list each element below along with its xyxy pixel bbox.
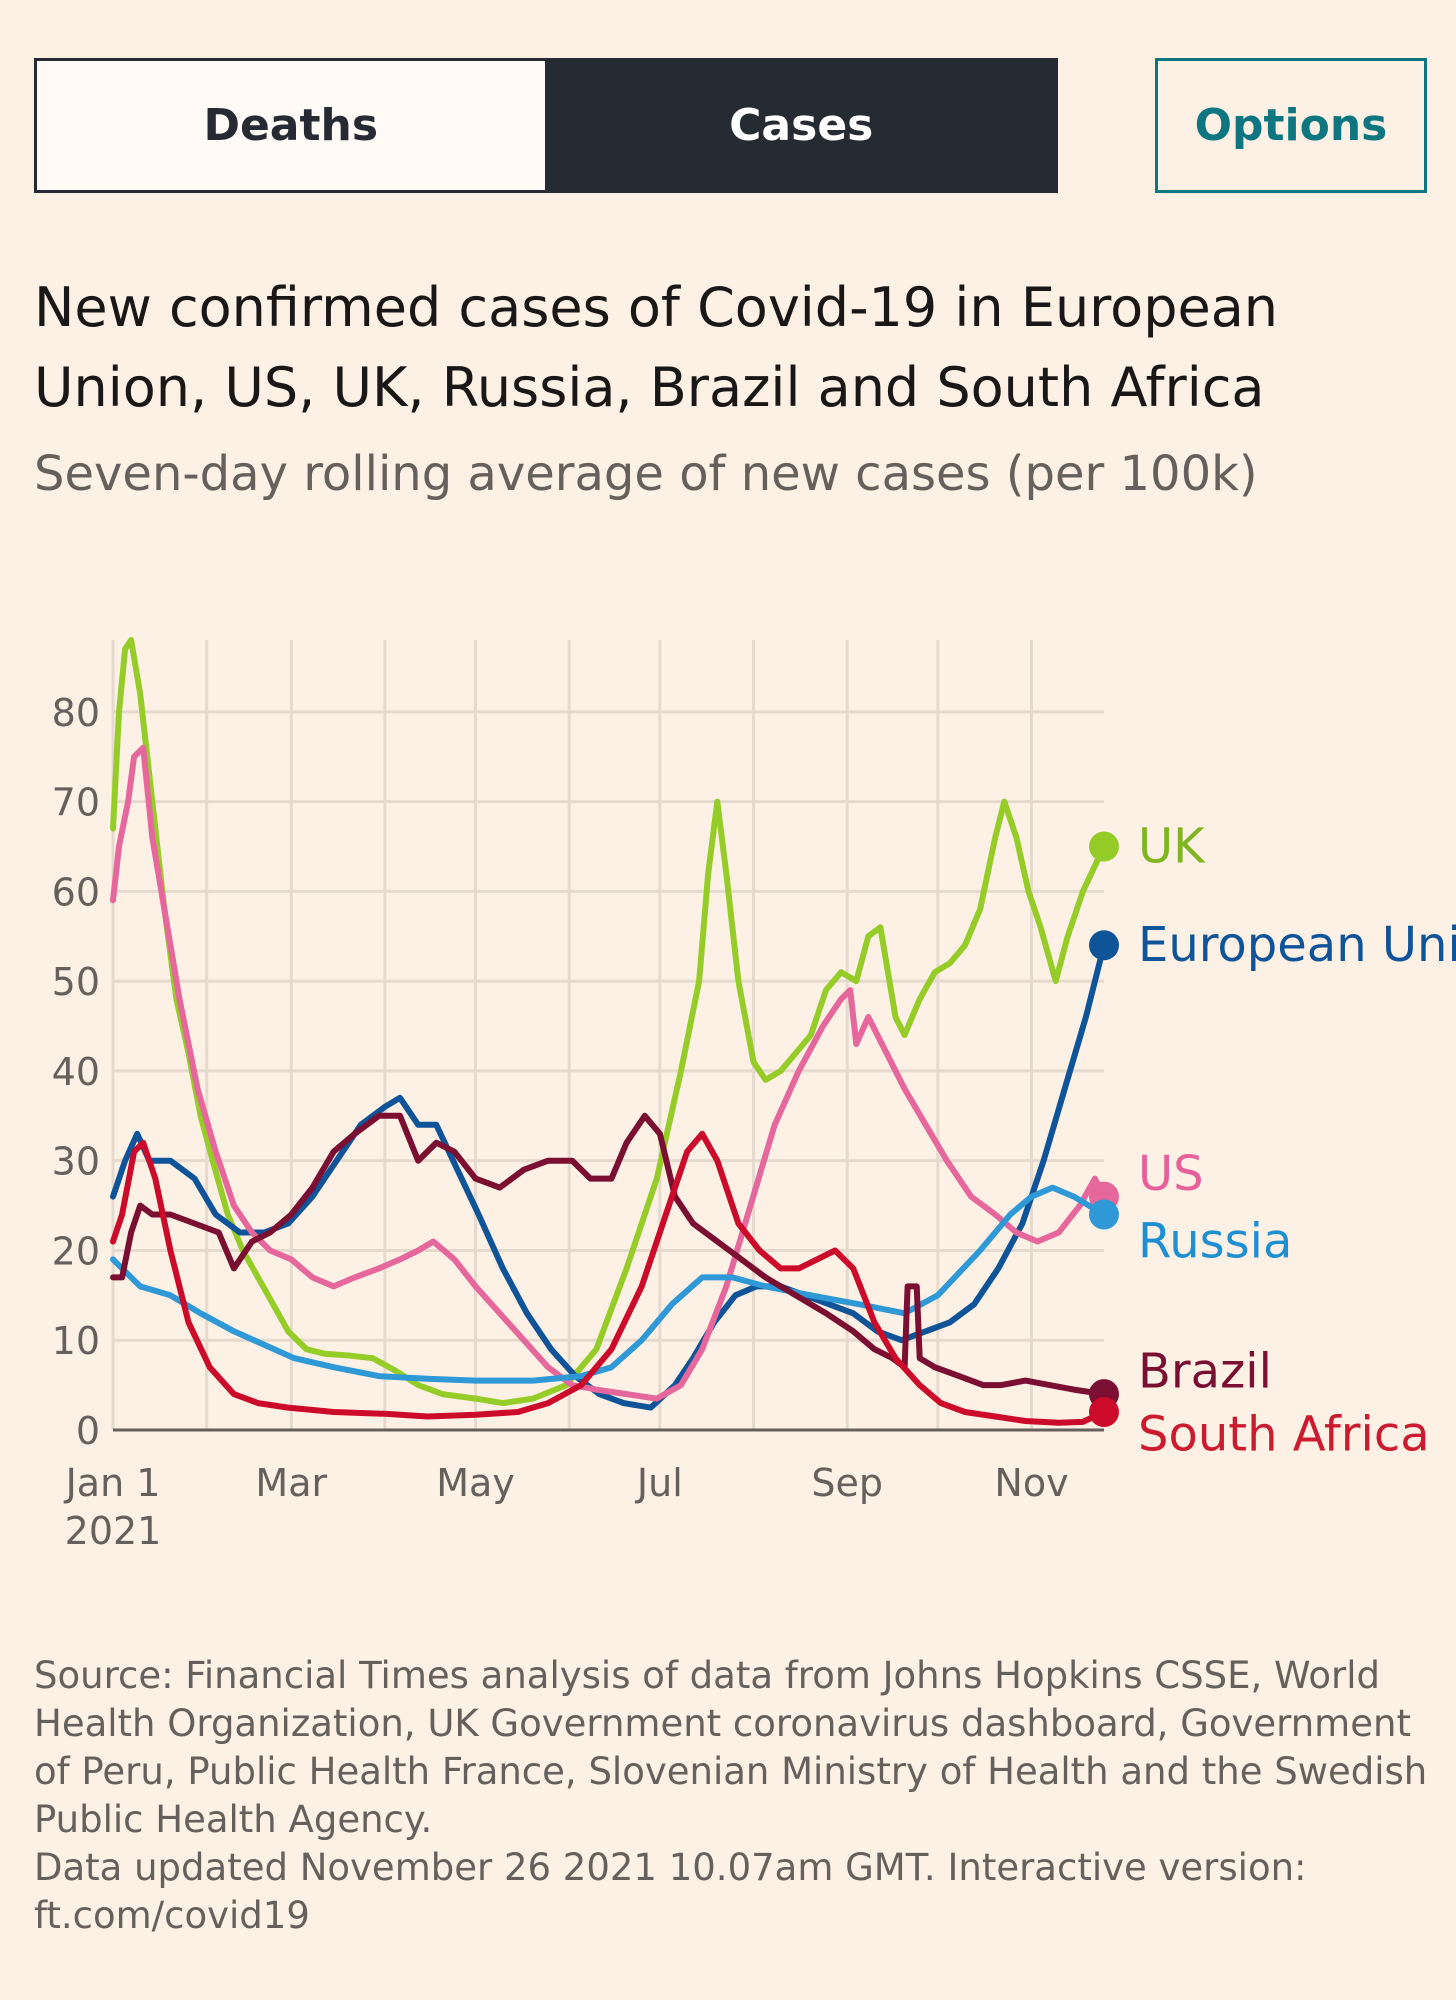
y-tick-label: 10 <box>52 1319 100 1363</box>
x-tick-label: May <box>436 1461 515 1505</box>
series-end-dot-uk <box>1089 831 1119 862</box>
y-tick-label: 80 <box>52 691 100 735</box>
source-text: Source: Financial Times analysis of data… <box>34 1654 1428 1841</box>
series-label-us: US <box>1138 1146 1204 1202</box>
source-note: Source: Financial Times analysis of data… <box>34 1652 1434 1940</box>
x-tick-label: Sep <box>811 1461 883 1505</box>
series-label-european-union: European Union <box>1138 917 1456 973</box>
x-tick-label: Jul <box>635 1461 683 1505</box>
series-line-us <box>110 744 1107 1402</box>
series-lines <box>110 637 1119 1428</box>
series-end-dot-south-africa <box>1089 1397 1119 1428</box>
series-line-south-africa <box>110 1130 1107 1426</box>
y-tick-label: 50 <box>52 960 100 1004</box>
series-labels: UK European Union US Russia Brazil South Afri… <box>1138 818 1456 1462</box>
y-tick-label: 70 <box>52 781 100 825</box>
series-label-uk: UK <box>1138 818 1206 874</box>
y-tick-label: 0 <box>76 1409 100 1453</box>
grid <box>111 640 1104 1430</box>
x-tick-label: Mar <box>255 1461 327 1505</box>
y-tick-label: 40 <box>52 1050 100 1094</box>
data-updated-text: Data updated November 26 2021 10.07am GM… <box>34 1846 1307 1937</box>
series-line-russia <box>110 1184 1107 1384</box>
y-tick-label: 60 <box>52 870 100 914</box>
series-end-dot-european-union <box>1089 930 1119 961</box>
chart-title: New confirmed cases of Covid-19 in Europ… <box>34 276 1279 419</box>
series-label-brazil: Brazil <box>1138 1344 1272 1400</box>
options-button[interactable]: Options <box>1155 58 1427 193</box>
series-line-uk <box>110 637 1107 1407</box>
deaths-tab[interactable]: Deaths <box>34 58 545 193</box>
series-label-south-africa: South Africa <box>1138 1406 1430 1462</box>
series-end-dot-russia <box>1089 1199 1119 1230</box>
metric-toggle: Deaths Cases <box>34 58 1058 193</box>
series-label-russia: Russia <box>1138 1213 1292 1269</box>
x-tick-label: Nov <box>994 1461 1068 1505</box>
cases-tab[interactable]: Cases <box>544 58 1058 193</box>
series-line-brazil <box>110 1112 1107 1398</box>
x-tick-year-label: 2021 <box>65 1509 162 1553</box>
chart-subtitle: Seven-day rolling average of new cases (… <box>34 446 1258 502</box>
y-tick-label: 30 <box>52 1140 100 1184</box>
x-tick-label: Jan 1 <box>64 1461 161 1505</box>
y-tick-label: 20 <box>52 1229 100 1273</box>
